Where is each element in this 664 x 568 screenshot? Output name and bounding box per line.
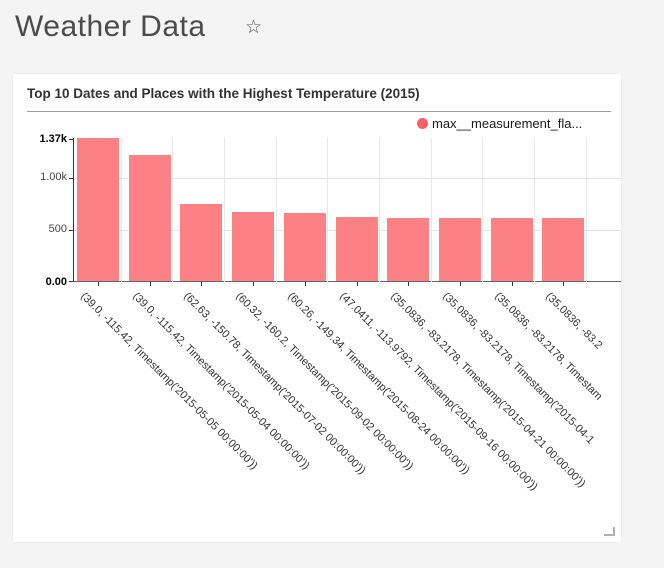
x-tick-label: (60.32, -160.2, Timestamp('2015-09-02 00… bbox=[233, 290, 416, 473]
x-tick bbox=[563, 282, 565, 286]
x-tick-label: (39.0, -115.42, Timestamp('2015-05-05 00… bbox=[78, 290, 260, 472]
v-gridline bbox=[585, 138, 587, 282]
v-gridline bbox=[120, 138, 122, 282]
y-tick-label: 1.00k bbox=[40, 171, 67, 184]
x-tick-label: (35.0836, -83.2178, Timestam bbox=[491, 290, 605, 403]
x-tick bbox=[149, 282, 151, 286]
page-title: Weather Data bbox=[15, 10, 206, 43]
v-gridline bbox=[172, 138, 174, 282]
title-divider bbox=[27, 111, 611, 112]
y-tick bbox=[69, 229, 73, 231]
legend-marker-icon bbox=[417, 117, 428, 129]
v-gridline bbox=[275, 138, 277, 282]
bar[interactable] bbox=[542, 218, 585, 281]
x-tick-label: (47.0411, -113.9792, Timestamp('2015-09-… bbox=[336, 290, 540, 494]
x-tick-label: (39.0, -115.42, Timestamp('2015-05-04 00… bbox=[129, 290, 312, 472]
bar[interactable] bbox=[283, 213, 326, 281]
bar[interactable] bbox=[490, 218, 533, 281]
x-tick-label: (35.0836, -83.2178, Timestamp('2015-04-2… bbox=[388, 290, 588, 490]
widget-resize-handle[interactable] bbox=[604, 527, 615, 536]
y-axis-line bbox=[73, 138, 74, 282]
x-tick bbox=[201, 282, 203, 286]
h-gridline bbox=[74, 177, 621, 179]
x-tick bbox=[98, 282, 99, 286]
y-tick-label: 500 bbox=[48, 223, 67, 236]
y-tick-label: 0.00 bbox=[45, 275, 67, 288]
bar[interactable] bbox=[387, 217, 430, 281]
legend-label: max__measurement_fla... bbox=[432, 115, 583, 131]
v-gridline bbox=[430, 138, 432, 282]
v-gridline bbox=[482, 138, 484, 282]
bar[interactable] bbox=[77, 138, 119, 281]
x-tick-label: (60.26, -149.34, Timestamp('2015-08-24 0… bbox=[285, 290, 472, 477]
chart-title: Top 10 Dates and Places with the Highest… bbox=[27, 86, 420, 101]
v-gridline bbox=[379, 138, 380, 282]
y-tick bbox=[69, 177, 73, 179]
x-tick bbox=[304, 282, 306, 286]
x-tick bbox=[253, 282, 255, 286]
favorite-star-icon[interactable]: ☆ bbox=[245, 17, 263, 38]
bar[interactable] bbox=[128, 154, 171, 281]
x-tick-label: (62.63, -150.78, Timestamp('2015-07-02 0… bbox=[181, 290, 369, 477]
x-tick bbox=[459, 282, 461, 286]
v-gridline bbox=[223, 138, 225, 282]
y-tick bbox=[69, 281, 73, 282]
bar[interactable] bbox=[438, 217, 481, 281]
legend-item[interactable]: max__measurement_fla... bbox=[417, 115, 583, 131]
plot-area bbox=[69, 138, 621, 286]
x-tick bbox=[356, 282, 358, 286]
y-tick-label: 1.37k bbox=[39, 132, 67, 145]
x-axis-line bbox=[73, 281, 621, 282]
bar[interactable] bbox=[180, 203, 223, 281]
v-gridline bbox=[327, 138, 329, 282]
x-tick bbox=[511, 282, 513, 286]
y-tick bbox=[69, 139, 73, 140]
x-tick bbox=[408, 282, 410, 286]
v-gridline bbox=[534, 138, 536, 282]
chart-widget-card: Top 10 Dates and Places with the Highest… bbox=[13, 74, 621, 542]
bar[interactable] bbox=[335, 216, 378, 281]
bar[interactable] bbox=[232, 212, 275, 281]
